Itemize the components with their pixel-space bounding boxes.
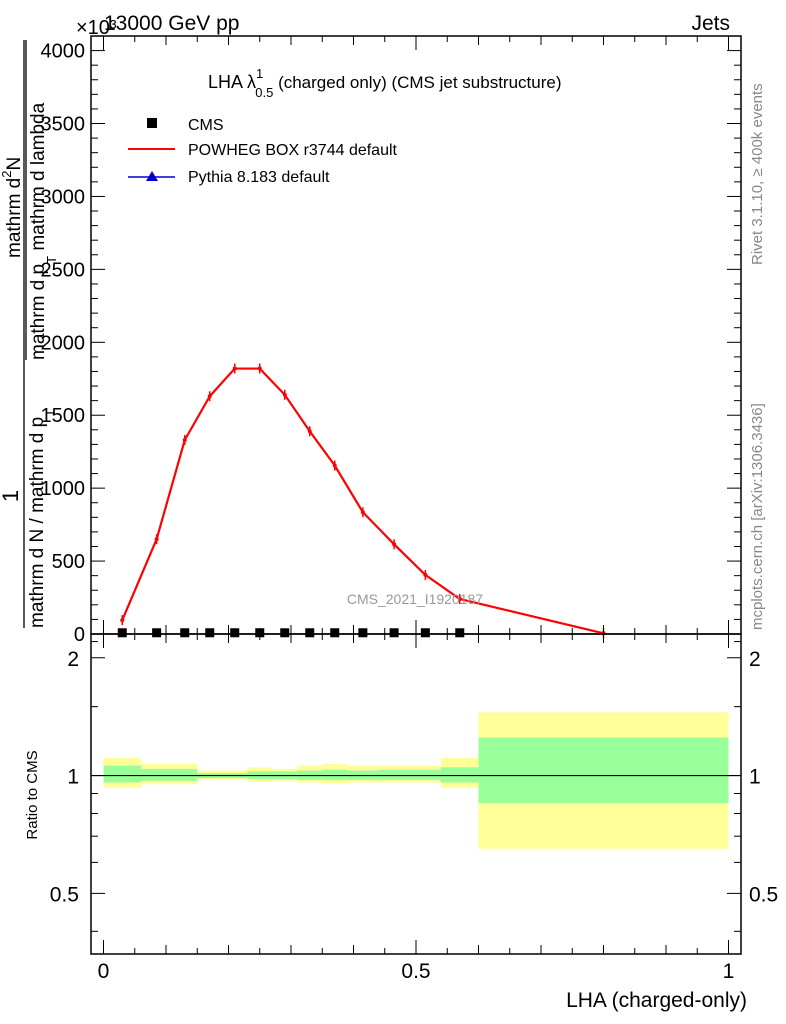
ratio-y-tick-label: 2 (67, 648, 79, 671)
cms-point (305, 628, 315, 638)
ratio-band-inner (103, 765, 141, 783)
legend-marker-cms (147, 118, 157, 128)
y-tick-label: 4000 (41, 41, 86, 63)
ratio-y-label: Ratio to CMS (24, 750, 41, 839)
powheg-point (332, 463, 337, 468)
y-tick-label: 3500 (41, 114, 86, 136)
watermark: CMS_2021_I1920187 (347, 591, 483, 607)
powheg-point (457, 596, 462, 601)
y-label-num-top: mathrm d2N (0, 157, 25, 258)
energy-label: 13000 GeV pp (104, 12, 239, 35)
rivet-label: Rivet 3.1.10, ≥ 400k events (749, 83, 766, 265)
y-tick-label: 0 (74, 624, 85, 646)
ratio-y-tick-label-right: 0.5 (749, 883, 778, 906)
y-tick-label: 2000 (41, 332, 86, 354)
main-ticks: 0 500 1000 1500 2000 2500 3000 3500 4000 (41, 35, 741, 646)
powheg-point (423, 572, 428, 577)
powheg-line (121, 367, 604, 635)
powheg-point (392, 542, 397, 547)
cms-point (455, 628, 465, 638)
ratio-y-tick-label: 1 (67, 766, 79, 789)
cms-point (205, 628, 215, 638)
cms-point (420, 628, 430, 638)
y-tick-label: 1000 (41, 478, 86, 500)
ratio-band-inner (478, 737, 729, 804)
ratio-y-tick-label-right: 2 (749, 648, 761, 671)
y-label-num-bottom: mathrm d pT mathrm d lambda (28, 102, 59, 360)
powheg-point (257, 366, 262, 371)
plot-title-sub: 0.5 (255, 85, 273, 100)
x-tick-label: 0.5 (401, 960, 430, 983)
process-label: Jets (691, 12, 730, 35)
powheg-point (182, 438, 187, 443)
powheg-point (360, 510, 365, 515)
y-tick-label: 2500 (41, 259, 86, 281)
plot-title-sup: 1 (256, 66, 263, 81)
cms-point (152, 628, 162, 638)
powheg-point (154, 537, 159, 542)
plot-title-main: LHA λ (208, 72, 256, 92)
ratio-y-tick-label-right: 1 (749, 766, 761, 789)
powheg-point (120, 618, 125, 623)
mcplots-label: mcplots.cern.ch [arXiv:1306.3436] (749, 403, 766, 630)
powheg-point (207, 394, 212, 399)
cms-point (230, 628, 240, 638)
ratio-band-inner (378, 769, 441, 780)
x-axis-label: LHA (charged-only) (566, 989, 747, 1012)
ratio-plot-panel: 0.5 0.5 1 1 2 2 0 0.5 1 Ratio to CMS LHA (charge… (24, 633, 778, 1012)
cms-point (180, 628, 190, 638)
x-tick-label: 1 (723, 960, 735, 983)
legend-label-cms: CMS (188, 117, 224, 134)
legend-label-powheg: POWHEG BOX r3744 default (188, 142, 398, 159)
y-axis-label: 1 mathrm d N / mathrm d pT mathrm d2N ma… (0, 40, 59, 628)
legend-label-pythia: Pythia 8.183 default (188, 169, 330, 186)
ratio-y-tick-label: 0.5 (50, 883, 79, 906)
cms-point (280, 628, 290, 638)
ratio-ticks: 0.5 0.5 1 1 2 2 0 0.5 1 (50, 634, 778, 983)
y-label-den: mathrm d N / mathrm d pT (27, 409, 58, 628)
legend-marker-pythia (146, 171, 158, 181)
y-tick-label: 1500 (41, 405, 86, 427)
cms-point (389, 628, 399, 638)
cms-point (330, 628, 340, 638)
powheg-point (282, 392, 287, 397)
ratio-band-inner (141, 768, 198, 781)
plot-title-rest: (charged only) (CMS jet substructure) (273, 73, 561, 92)
cms-point (358, 628, 368, 638)
y-tick-label: 3000 (41, 186, 86, 208)
cms-point (117, 628, 127, 638)
ratio-band-inner (322, 769, 348, 780)
scale-label: ×10³ (76, 17, 117, 39)
powheg-point (307, 429, 312, 434)
x-tick-label: 0 (98, 960, 110, 983)
ratio-marks (91, 712, 741, 849)
plot-title: LHA λ1 0.5 (charged only) (CMS jet substr… (208, 66, 562, 100)
powheg-point (232, 366, 237, 371)
ratio-band-inner (441, 767, 479, 783)
y-tick-label: 500 (52, 551, 85, 573)
y-label-one: 1 (0, 490, 23, 502)
legend: CMS POWHEG BOX r3744 default Pythia 8.18… (128, 117, 398, 186)
